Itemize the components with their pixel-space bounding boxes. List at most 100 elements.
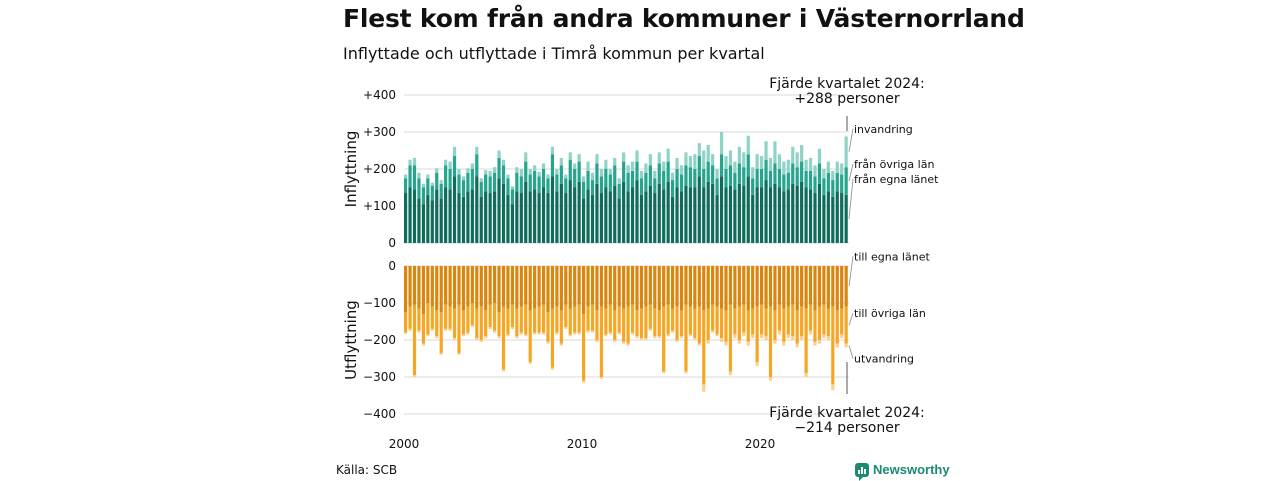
bar	[577, 266, 581, 305]
bar	[497, 178, 501, 243]
bar	[795, 152, 799, 168]
bar	[444, 266, 448, 305]
bar	[702, 150, 706, 169]
bar	[426, 334, 430, 337]
bar	[613, 157, 617, 166]
bar	[755, 187, 759, 243]
bar	[586, 161, 590, 171]
bar	[430, 200, 434, 243]
bar	[599, 176, 603, 194]
bar	[800, 266, 804, 307]
bar	[671, 308, 675, 331]
bar	[657, 183, 661, 243]
bar	[706, 308, 710, 340]
bar	[737, 340, 741, 344]
bar	[404, 178, 408, 194]
bar	[497, 312, 501, 337]
y-tick-label: +200	[363, 162, 396, 176]
bar	[835, 172, 839, 192]
bar	[711, 266, 715, 305]
bar	[751, 308, 755, 335]
bar	[506, 174, 510, 179]
bar	[795, 343, 799, 348]
bar	[653, 266, 657, 309]
bar	[519, 193, 523, 243]
bar	[421, 183, 425, 188]
bar	[493, 303, 497, 331]
bar	[573, 169, 577, 188]
bar	[466, 191, 470, 243]
bar	[755, 154, 759, 169]
bar	[671, 172, 675, 181]
bar	[626, 172, 630, 192]
brand-logo[interactable]: Newsworthy	[855, 462, 950, 481]
bar	[733, 308, 737, 335]
bar	[782, 308, 786, 342]
bar	[711, 183, 715, 243]
bar	[648, 154, 652, 166]
bar	[515, 191, 519, 243]
bar	[688, 266, 692, 307]
bar	[813, 310, 817, 342]
bar	[675, 169, 679, 188]
bar	[768, 377, 773, 381]
bar	[697, 143, 701, 157]
bar	[493, 266, 497, 303]
bar	[421, 204, 425, 243]
y-tick-label: +400	[363, 88, 396, 102]
bar	[755, 362, 759, 366]
bar	[475, 308, 479, 339]
bar	[630, 161, 635, 171]
bar	[444, 165, 448, 188]
bar	[564, 327, 568, 329]
bar	[791, 304, 795, 337]
bar	[630, 266, 635, 305]
bar	[524, 152, 528, 162]
bar	[711, 304, 715, 331]
bar	[617, 178, 621, 184]
bar	[782, 191, 786, 243]
bar	[573, 187, 577, 243]
bar	[546, 341, 550, 344]
bar	[613, 165, 617, 186]
bar	[635, 161, 639, 181]
bar	[475, 266, 479, 309]
bar	[452, 338, 457, 340]
bar	[626, 306, 630, 344]
bar	[550, 367, 555, 370]
bar	[448, 189, 452, 243]
bar	[737, 163, 741, 184]
bar	[590, 304, 595, 331]
bar	[515, 266, 519, 309]
bar	[479, 306, 483, 340]
bar	[724, 156, 728, 169]
bar	[635, 180, 639, 243]
bar	[822, 266, 826, 305]
bar	[568, 308, 572, 335]
bar	[555, 332, 559, 335]
bar	[800, 144, 804, 162]
bar	[599, 169, 603, 177]
bar	[461, 334, 466, 337]
bar	[835, 266, 839, 311]
bar	[711, 154, 715, 166]
bar	[688, 187, 692, 243]
bar	[657, 310, 661, 337]
bar	[697, 156, 701, 177]
bar	[430, 185, 434, 201]
series-leader	[848, 256, 854, 287]
bar	[786, 266, 790, 307]
bar	[501, 183, 506, 243]
bar	[697, 306, 701, 344]
series-label: från egna länet	[854, 173, 939, 186]
bar	[541, 266, 546, 305]
bar	[426, 266, 430, 303]
bar	[840, 174, 844, 194]
bar	[470, 189, 474, 243]
bar	[657, 163, 661, 184]
bar	[448, 328, 452, 331]
bar	[835, 191, 839, 243]
bar	[817, 340, 822, 344]
bar	[791, 266, 795, 305]
